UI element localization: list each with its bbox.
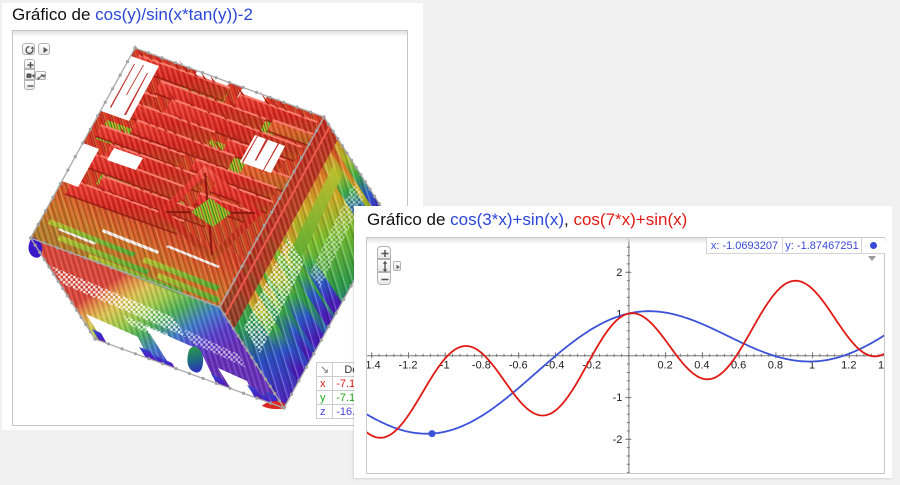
svg-text:-1: -1: [440, 359, 450, 371]
svg-text:-1.2: -1.2: [399, 359, 418, 371]
svg-text:1: 1: [809, 359, 815, 371]
svg-text:-1.4: -1.4: [367, 359, 381, 371]
svg-text:-0.8: -0.8: [472, 359, 491, 371]
svg-text:-0.2: -0.2: [582, 359, 601, 371]
svg-text:0.8: 0.8: [768, 359, 783, 371]
svg-text:-2: -2: [613, 434, 623, 446]
svg-text:-1: -1: [613, 392, 623, 404]
svg-text:1.2: 1.2: [841, 359, 856, 371]
svg-text:0.6: 0.6: [731, 359, 746, 371]
svg-text:0.4: 0.4: [694, 359, 709, 371]
svg-text:-0.4: -0.4: [545, 359, 564, 371]
svg-text:1: 1: [616, 309, 622, 321]
svg-text:2: 2: [616, 267, 622, 279]
svg-text:1.4: 1.4: [878, 359, 884, 371]
svg-text:0.2: 0.2: [657, 359, 672, 371]
svg-text:-0.6: -0.6: [509, 359, 528, 371]
